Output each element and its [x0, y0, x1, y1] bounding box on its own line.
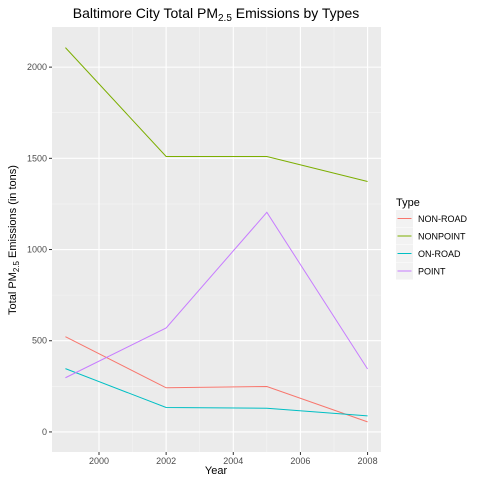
y-tick-label: 1000: [27, 245, 47, 255]
x-axis-title: Year: [205, 465, 228, 477]
legend-label: NON-ROAD: [418, 214, 467, 224]
y-axis-title-text-end: Emissions (in tons): [7, 165, 19, 261]
y-axis-title: Total PM2.5 Emissions (in tons): [7, 165, 21, 315]
plot-panel: [52, 27, 381, 452]
legend-label: NONPOINT: [418, 232, 466, 242]
title-subscript: 2.5: [218, 13, 232, 24]
x-tick-label: 2002: [156, 456, 176, 466]
y-axis-title-subscript: 2.5: [12, 260, 21, 272]
x-tick-label: 2006: [290, 456, 310, 466]
y-tick-label: 2000: [27, 62, 47, 72]
legend-label: ON-ROAD: [418, 249, 461, 259]
title-text-end: Emissions by Types: [232, 5, 359, 21]
legend-title: Type: [396, 197, 420, 209]
y-axis-title-text: Total PM: [7, 272, 19, 315]
title-text: Baltimore City Total PM: [73, 5, 218, 21]
y-tick-label: 1500: [27, 153, 47, 163]
y-tick-label: 500: [32, 336, 47, 346]
x-tick-label: 2008: [358, 456, 378, 466]
x-tick-label: 2000: [89, 456, 109, 466]
legend-label: POINT: [418, 267, 446, 277]
y-tick-label: 0: [42, 427, 47, 437]
